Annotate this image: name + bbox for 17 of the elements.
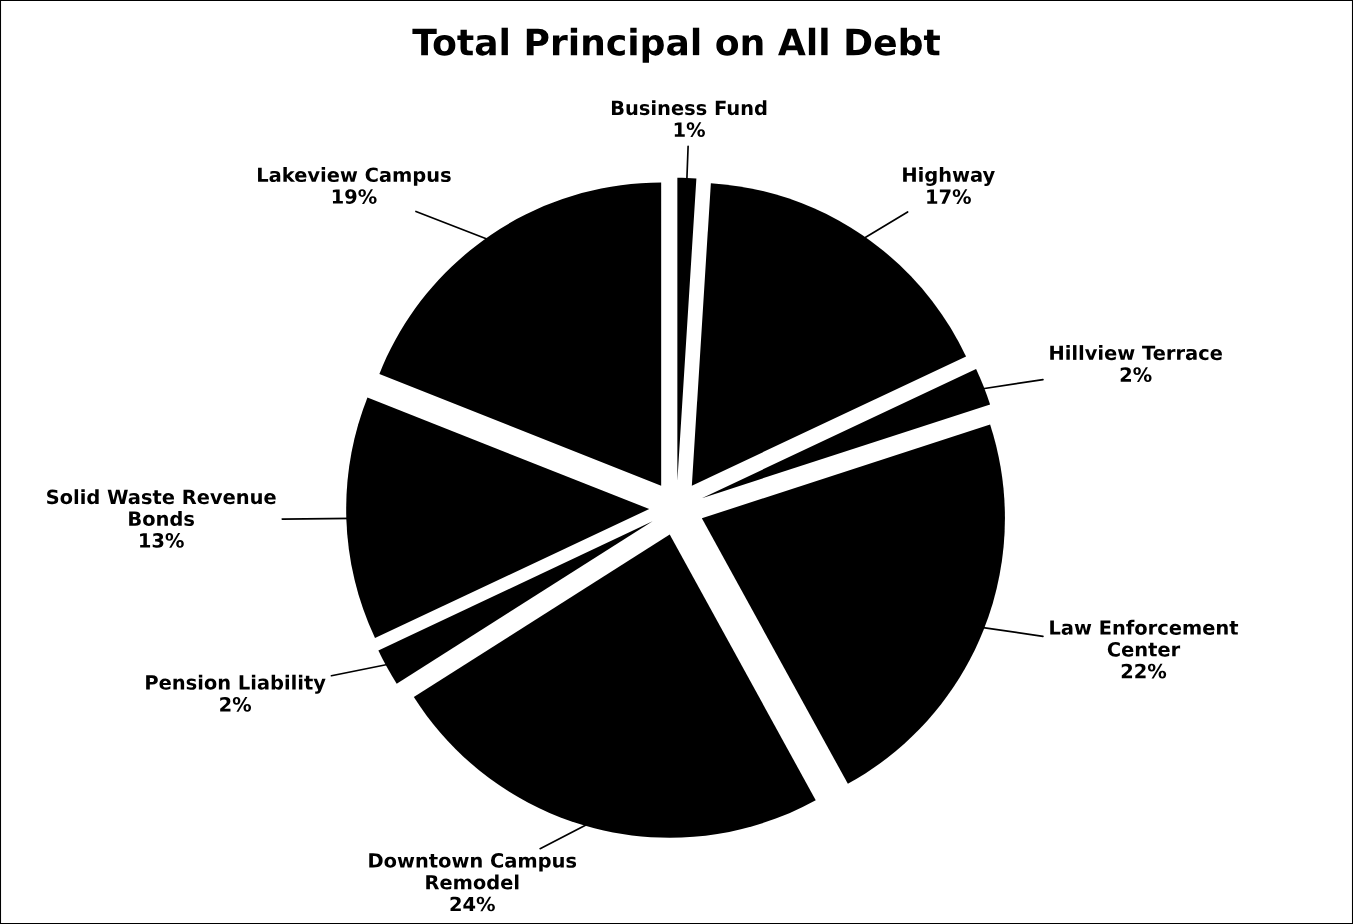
- slice-label: Highway: [903, 166, 995, 186]
- slice-label: Downtown Campus Remodel: [369, 853, 577, 890]
- data-label: 13%: [140, 533, 184, 548]
- data-label: 22%: [1121, 663, 1167, 679]
- chart-title: Total Principal on All Debt: [412, 27, 940, 63]
- data-label: 19%: [332, 189, 377, 204]
- data-label: 17%: [927, 189, 971, 204]
- data-label: 2%: [1120, 367, 1152, 382]
- data-label: 2%: [220, 696, 252, 712]
- slice-label: Lakeview Campus: [258, 167, 451, 186]
- slice-label: Business Fund: [611, 100, 767, 116]
- slice-label: Solid Waste Revenue Bonds: [47, 489, 276, 527]
- data-label: 1%: [674, 122, 705, 137]
- data-label: 24%: [450, 896, 495, 912]
- slice-label: Hillview Terrace: [1050, 345, 1222, 361]
- slice-label: Pension Liability: [146, 674, 326, 694]
- legend-label: Law Enforcement Center: [1050, 619, 1239, 657]
